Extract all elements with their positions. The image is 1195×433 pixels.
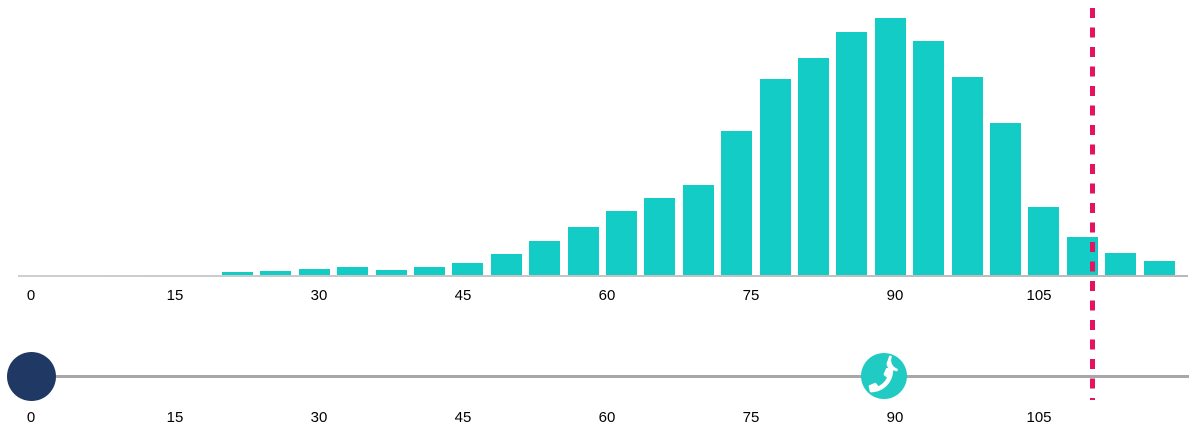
histogram-bar	[682, 185, 714, 275]
histogram-bar	[298, 269, 330, 275]
x-axis-tick-label: 45	[454, 287, 472, 304]
histogram-bar	[337, 267, 369, 275]
slider-tick-label: 105	[1026, 409, 1052, 426]
histogram-bar	[836, 31, 868, 275]
x-axis-tick-label: 90	[886, 287, 904, 304]
histogram-bar	[874, 18, 906, 275]
histogram-bar	[221, 271, 253, 275]
slider-tick-label: 75	[742, 409, 760, 426]
histogram-bar	[413, 267, 445, 275]
threshold-line[interactable]	[1090, 8, 1096, 400]
phone-volume-icon	[861, 353, 907, 399]
slider-tick-label: 90	[886, 409, 904, 426]
histogram-bar	[1105, 252, 1137, 275]
histogram-bar	[759, 78, 791, 275]
x-axis-tick-label: 75	[742, 287, 760, 304]
x-axis-tick-label: 60	[598, 287, 616, 304]
slider-tick-label: 15	[166, 409, 184, 426]
slider-tick-label: 30	[310, 409, 328, 426]
slider-handle-start[interactable]	[6, 351, 56, 401]
histogram-bar	[1028, 206, 1060, 275]
histogram-bar	[567, 226, 599, 275]
histogram-bar	[644, 197, 676, 275]
histogram-bar	[989, 123, 1021, 275]
phone-marker[interactable]	[861, 353, 908, 399]
histogram-bar	[452, 262, 484, 275]
histogram-bar	[260, 270, 292, 275]
histogram-bar	[797, 58, 829, 275]
histogram-bar	[721, 131, 753, 275]
slider-track[interactable]	[8, 375, 1189, 378]
x-axis-line	[18, 275, 1188, 277]
x-axis-tick-label: 15	[166, 287, 184, 304]
histogram-bar	[375, 270, 407, 275]
slider-tick-label: 45	[454, 409, 472, 426]
x-axis-tick-label: 0	[26, 287, 36, 304]
histogram-bar	[913, 40, 945, 275]
histogram-bar	[605, 211, 637, 275]
histogram-bar	[1143, 261, 1175, 275]
slider-tick-label: 60	[598, 409, 616, 426]
slider-tick-label: 0	[26, 409, 36, 426]
histogram-bar	[529, 241, 561, 275]
x-axis-tick-label: 30	[310, 287, 328, 304]
histogram-bar	[951, 77, 983, 275]
histogram-bar	[490, 253, 522, 275]
x-axis-tick-label: 105	[1026, 287, 1052, 304]
